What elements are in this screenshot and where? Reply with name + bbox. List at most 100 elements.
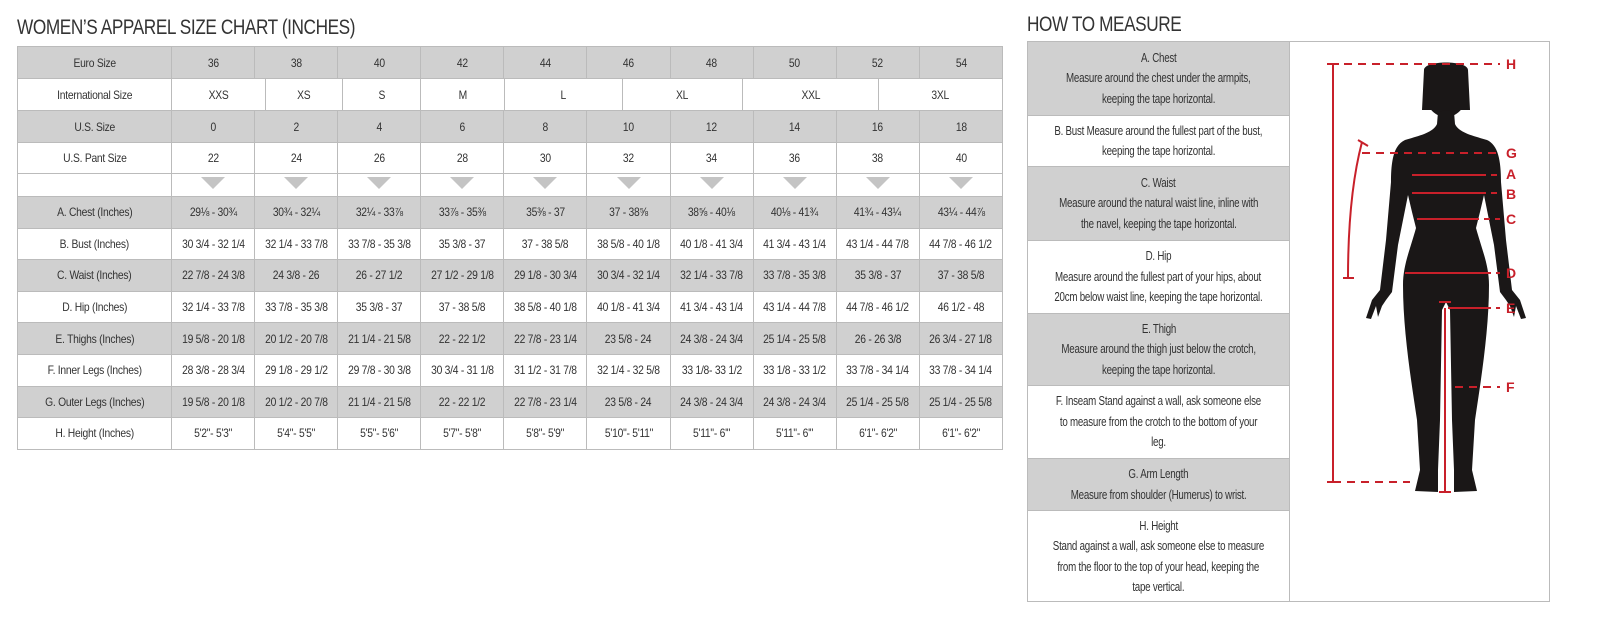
chevron-down-icon: [616, 177, 641, 189]
measurement-cell-text: 22 - 22 1/2: [439, 331, 486, 346]
measurement-cell-text: 5'10"- 5'11": [604, 426, 653, 441]
measure-item: E. Thigh Measure around the thigh just be…: [1028, 314, 1290, 386]
measurement-cell-text: 35 3/8 - 37: [439, 236, 486, 251]
measure-text-line: keeping the tape horizontal.: [1086, 141, 1231, 162]
measurement-cell: 31 1/2 - 31 7/8: [504, 354, 588, 386]
measure-text: keeping the tape horizontal.: [1101, 362, 1216, 377]
measurement-cell: 25 1/4 - 25 5/8: [837, 386, 920, 418]
row-label-text: H. Height (Inches): [55, 426, 134, 441]
measurement-cell-text: 37 - 38 5/8: [439, 300, 486, 315]
measure-text: to measure from the crotch to the bottom…: [1059, 414, 1258, 429]
measurement-cell: 40 1/8 - 41 3/4: [671, 228, 754, 260]
measurement-cell-text: 29 7/8 - 30 3/8: [347, 363, 411, 378]
arrow-cell: [421, 174, 505, 196]
measurement-cell: 41 3/4 - 43 1/4: [754, 228, 837, 260]
size-cell-text: 50: [789, 55, 801, 70]
measurement-cell: 5'8"- 5'9": [504, 418, 588, 449]
measurement-cell-text: 41¾ - 43¼: [854, 205, 902, 220]
measure-text: C. Waist: [1141, 175, 1176, 190]
measurement-cell-text: 22 7/8 - 23 1/4: [514, 331, 577, 346]
size-cell-text: 42: [456, 55, 468, 70]
measure-text-line: 20cm below waist line, keeping the tape …: [1028, 287, 1289, 308]
measurement-cell-text: 5'2"- 5'3": [194, 426, 233, 441]
measurement-cell: 5'11"- 6'": [754, 418, 837, 449]
size-cell: 44: [504, 47, 588, 78]
measurement-cell: 30 3/4 - 31 1/8: [421, 354, 505, 386]
measurement-cell-text: 5'11"- 6'": [693, 426, 731, 441]
measurement-cell-text: 25 1/4 - 25 5/8: [846, 394, 910, 409]
measurement-cell-text: 23 5/8 - 24: [605, 394, 652, 409]
measurement-cell-text: 38 5/8 - 40 1/8: [597, 236, 660, 251]
measurement-cell: 29⅛ - 30¾: [172, 197, 256, 228]
arrow-row: [18, 174, 1002, 197]
size-cell: 34: [671, 143, 754, 173]
measurement-cell: 5'2"- 5'3": [172, 418, 256, 449]
measurement-cell: 35 3/8 - 37: [421, 228, 505, 260]
size-cell-text: 24: [290, 151, 302, 165]
measurement-cell: 5'11"- 6'": [671, 418, 754, 449]
size-cell-text: 36: [789, 151, 801, 165]
measurement-cell: 44 7/8 - 46 1/2: [837, 291, 920, 323]
measurement-cell-text: 33 7/8 - 35 3/8: [763, 268, 827, 283]
measurement-cell-text: 41 3/4 - 43 1/4: [680, 300, 743, 315]
measurement-cell: 33 7/8 - 35 3/8: [754, 260, 837, 291]
measurement-cell: 30 3/4 - 32 1/4: [172, 228, 256, 260]
measurement-cell: 22 - 22 1/2: [421, 323, 505, 354]
measure-item: F. Inseam Stand against a wall, ask some…: [1028, 386, 1290, 459]
measurement-cell: 19 5/8 - 20 1/8: [172, 323, 256, 354]
measurement-cell-text: 44 7/8 - 46 1/2: [929, 236, 993, 251]
measurement-cell-text: 44 7/8 - 46 1/2: [846, 300, 910, 315]
size-cell-text: 16: [872, 119, 884, 134]
size-cell: 0: [172, 111, 256, 142]
row-label: Euro Size: [18, 47, 172, 78]
label-e: E: [1506, 300, 1515, 316]
measurement-cell: 30¾ - 32¼: [255, 197, 339, 228]
arrow-cell: [587, 174, 671, 196]
arrow-cell: [671, 174, 754, 196]
size-cell: 22: [172, 143, 256, 173]
measurement-cell: 33 7/8 - 34 1/4: [837, 354, 920, 386]
size-cell-text: 26: [373, 151, 385, 165]
measurement-cell: 35 3/8 - 37: [338, 291, 422, 323]
measurement-cell: 40⅛ - 41¾: [754, 197, 837, 228]
measure-text-line: G. Arm Length: [1120, 464, 1197, 485]
measurement-cell: 37 - 38 5/8: [504, 228, 588, 260]
size-cell-text: 40: [373, 55, 385, 70]
measurement-cell: 19 5/8 - 20 1/8: [172, 386, 256, 418]
chevron-down-icon: [865, 177, 890, 189]
size-cell-text: XXS: [208, 87, 229, 102]
size-cell-text: 32: [623, 151, 634, 165]
arrow-cell: [504, 174, 588, 196]
measurement-cell-text: 6'1"- 6'2": [941, 426, 980, 441]
arrow-cell: [754, 174, 837, 196]
measurement-cell: 33 7/8 - 34 1/4: [920, 355, 1002, 386]
measurement-cell-text: 33 7/8 - 35 3/8: [264, 300, 328, 315]
size-cell: 24: [255, 143, 339, 173]
measurement-cell-text: 25 1/4 - 25 5/8: [929, 394, 993, 409]
measurement-cell: 22 - 22 1/2: [421, 386, 505, 418]
measurement-cell-text: 33 7/8 - 34 1/4: [846, 363, 910, 378]
measurement-cell: 43¼ - 44⅞: [920, 197, 1002, 228]
measurement-cell: 20 1/2 - 20 7/8: [255, 386, 339, 418]
measurement-cell: 5'7"- 5'8": [421, 418, 505, 449]
measurement-cell: 32¼ - 33⅞: [338, 197, 422, 228]
row-label-text: G. Outer Legs (Inches): [44, 394, 145, 409]
size-cell-text: 54: [955, 55, 967, 70]
measurement-cell-text: 25 1/4 - 25 5/8: [763, 331, 827, 346]
measurement-cell: 22 7/8 - 23 1/4: [504, 323, 588, 354]
size-cell-text: 12: [706, 119, 718, 134]
measurement-cell: 24 3/8 - 24 3/4: [671, 323, 754, 354]
size-cell: 36: [172, 47, 256, 78]
chevron-down-icon: [284, 177, 309, 189]
size-cell-text: 18: [955, 119, 967, 134]
row-label: C. Waist (Inches): [18, 260, 172, 291]
us-size-row: U.S. Size 0 2 4 6 8 10 12 14 16 18: [18, 111, 1002, 143]
measurement-cell-text: 21 1/4 - 21 5/8: [347, 331, 411, 346]
measure-text-line: Measure around the thigh just below the …: [1034, 339, 1283, 360]
measurement-cell: 37 - 38 5/8: [920, 260, 1002, 291]
size-cell: 32: [587, 143, 671, 173]
measure-text: A. Chest: [1140, 50, 1177, 65]
size-cell: 40: [338, 47, 422, 78]
measure-item: D. Hip Measure around the fullest part of…: [1028, 241, 1290, 314]
euro-size-row: Euro Size 36 38 40 42 44 46 48 50 52 54: [18, 47, 1002, 79]
